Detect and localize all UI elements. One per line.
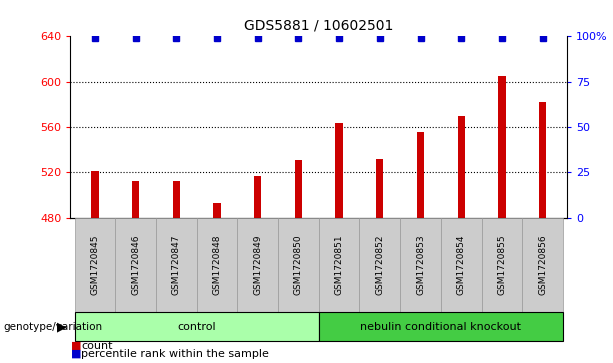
Bar <box>295 160 302 218</box>
Bar <box>213 203 221 218</box>
Text: GSM1720845: GSM1720845 <box>90 235 99 295</box>
Text: ■: ■ <box>70 349 81 359</box>
Text: control: control <box>177 322 216 332</box>
Text: GSM1720852: GSM1720852 <box>375 235 384 295</box>
Text: GSM1720847: GSM1720847 <box>172 235 181 295</box>
Bar <box>254 176 261 218</box>
Text: genotype/variation: genotype/variation <box>3 322 102 332</box>
Bar <box>539 102 546 218</box>
Bar <box>173 182 180 218</box>
Text: ▶: ▶ <box>57 320 67 333</box>
Title: GDS5881 / 10602501: GDS5881 / 10602501 <box>244 19 394 32</box>
Bar <box>132 182 139 218</box>
Text: percentile rank within the sample: percentile rank within the sample <box>81 349 268 359</box>
Text: count: count <box>81 340 112 351</box>
Text: GSM1720854: GSM1720854 <box>457 235 466 295</box>
Text: GSM1720856: GSM1720856 <box>538 234 547 295</box>
Text: GSM1720849: GSM1720849 <box>253 235 262 295</box>
Text: nebulin conditional knockout: nebulin conditional knockout <box>360 322 522 332</box>
Text: GSM1720851: GSM1720851 <box>335 234 344 295</box>
Text: GSM1720846: GSM1720846 <box>131 235 140 295</box>
Text: ■: ■ <box>70 340 81 351</box>
Bar <box>457 116 465 218</box>
Text: GSM1720853: GSM1720853 <box>416 234 425 295</box>
Text: GSM1720850: GSM1720850 <box>294 234 303 295</box>
Text: GSM1720848: GSM1720848 <box>213 235 221 295</box>
Bar <box>335 122 343 218</box>
Bar <box>91 171 99 218</box>
Bar <box>498 76 506 218</box>
Text: GSM1720855: GSM1720855 <box>497 234 506 295</box>
Bar <box>417 131 424 218</box>
Bar <box>376 159 384 218</box>
